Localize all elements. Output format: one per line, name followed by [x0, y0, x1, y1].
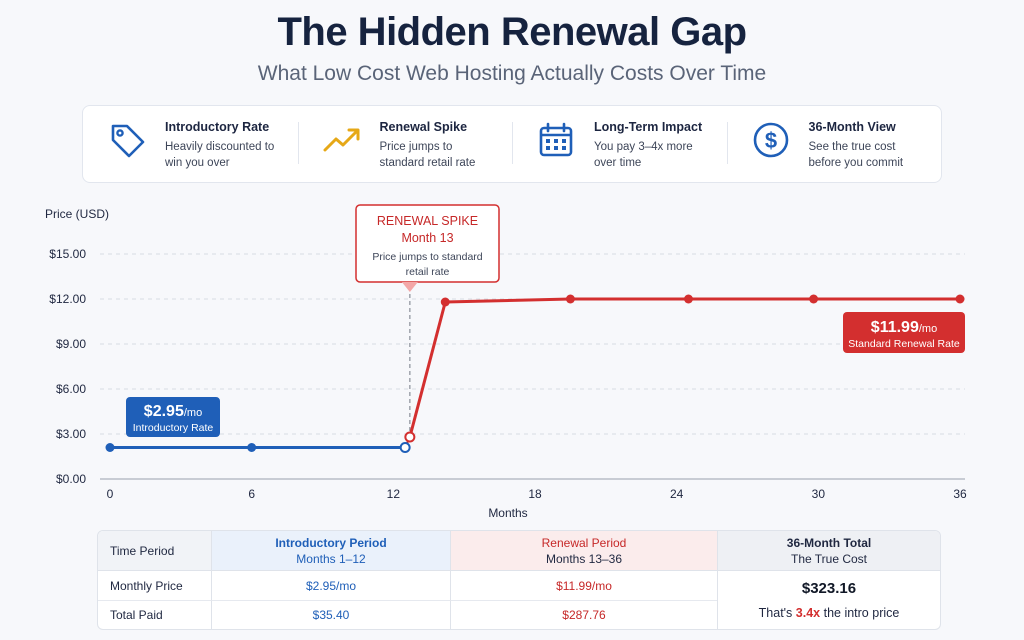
intro-period-name: Introductory Period — [275, 535, 387, 550]
intro-data-point — [105, 443, 115, 452]
renewal-data-point — [809, 294, 819, 304]
intro-monthly-price: $2.95/mo — [211, 571, 450, 601]
spike-callout-note: Price jumps to standard — [372, 251, 482, 263]
price-chart: Price (USD) $0.00 $3.00 $6.00 $9.00 $12.00 $15… — [45, 204, 967, 520]
y-tick-label: $0.00 — [56, 472, 86, 486]
renewal-price-badge — [843, 312, 965, 353]
table-header-time-period: Time Period — [98, 531, 211, 571]
intro-price-badge — [126, 397, 220, 437]
feature-desc: You pay 3–4x more over time — [594, 140, 693, 169]
total-note-pre: That's — [758, 606, 796, 620]
feature-desc: Heavily discounted to win you over — [165, 140, 275, 169]
feature-title: Introductory Rate — [165, 119, 270, 134]
renewal-period-range: Months 13–36 — [545, 551, 623, 566]
intro-data-point — [247, 443, 257, 452]
x-tick-label: 18 — [528, 487, 542, 501]
intro-price-text: $2.95/mo — [144, 403, 202, 420]
renewal-data-point — [404, 431, 416, 443]
table-header-renewal: Renewal Period Months 13–36 — [450, 531, 717, 571]
x-tick-label: 0 — [107, 487, 114, 501]
y-tick-label: $15.00 — [49, 247, 86, 261]
feature-title: Renewal Spike — [379, 119, 468, 134]
intro-price-label: Introductory Rate — [133, 422, 214, 434]
renewal-monthly-price: $11.99/mo — [450, 571, 717, 601]
y-axis-label: Price (USD) — [45, 207, 109, 221]
total-name: 36-Month Total — [786, 535, 872, 550]
total-sub: The True Cost — [790, 551, 868, 566]
x-axis-label: Months — [488, 506, 527, 520]
x-tick-label: 30 — [812, 487, 826, 501]
page-subtitle: What Low Cost Web Hosting Actually Costs… — [257, 62, 767, 85]
total-cost-value: $323.16 — [801, 580, 857, 597]
feature-desc: Price jumps to standard retail rate — [379, 140, 476, 169]
svg-text:$: $ — [764, 128, 776, 153]
feature-long-term-impact: Long-Term Impact You pay 3–4x more over … — [512, 118, 727, 171]
feature-desc: See the true cost before you commit — [808, 140, 904, 169]
x-tick-label: 6 — [248, 487, 255, 501]
renewal-period-name: Renewal Period — [541, 535, 627, 550]
total-summary: $323.16 That's 3.4x the intro price — [717, 571, 940, 629]
total-note-multiplier: 3.4x — [795, 606, 821, 620]
intro-data-point — [399, 442, 411, 453]
renewal-price-label: Standard Renewal Rate — [848, 338, 960, 350]
cost-table: Time Period Introductory Period Months 1… — [97, 530, 941, 630]
feature-strip: Introductory Rate Heavily discounted to … — [82, 105, 942, 183]
x-tick-label: 36 — [953, 487, 967, 501]
intro-price-unit: /mo — [184, 407, 202, 419]
renewal-total-paid: $287.76 — [450, 601, 717, 629]
total-note: That's 3.4x the intro price — [759, 606, 900, 620]
page-title: The Hidden Renewal Gap — [277, 10, 747, 54]
row-label-monthly: Monthly Price — [98, 571, 211, 601]
feature-renewal-spike: Renewal Spike Price jumps to standard re… — [297, 118, 513, 171]
intro-total-paid: $35.40 — [211, 601, 450, 629]
intro-period-range: Months 1–12 — [296, 551, 366, 566]
spike-callout-month: Month 13 — [401, 231, 453, 245]
price-tag-icon — [111, 124, 145, 157]
renewal-series-line — [408, 297, 960, 438]
renewal-data-point — [565, 294, 575, 304]
feature-introductory-rate: Introductory Rate Heavily discounted to … — [83, 118, 298, 171]
feature-36-month-view: $ 36-Month View See the true cost before… — [726, 118, 942, 171]
x-tick-label: 24 — [670, 487, 684, 501]
renewal-data-point — [955, 294, 965, 304]
x-tick-label: 12 — [387, 487, 401, 501]
spike-callout-note: retail rate — [406, 266, 450, 278]
trending-up-icon — [323, 128, 359, 151]
y-tick-label: $9.00 — [56, 337, 86, 351]
y-tick-label: $3.00 — [56, 427, 86, 441]
spike-callout-pointer — [401, 282, 418, 292]
table-header-intro: Introductory Period Months 1–12 — [211, 531, 450, 571]
dollar-circle-icon: $ — [753, 122, 788, 157]
y-tick-label: $6.00 — [56, 382, 86, 396]
row-label-total: Total Paid — [110, 608, 163, 622]
spike-callout-box — [355, 204, 500, 283]
renewal-price-unit: /mo — [919, 323, 937, 335]
total-note-post: the intro price — [820, 606, 900, 620]
spike-callout-title: RENEWAL SPIKE — [377, 214, 478, 228]
renewal-price-value: $11.99 — [871, 319, 919, 336]
feature-title: Long-Term Impact — [594, 119, 703, 134]
y-tick-label: $12.00 — [49, 292, 86, 306]
table-header-total: 36-Month Total The True Cost — [717, 531, 940, 571]
intro-price-value: $2.95 — [144, 403, 184, 420]
renewal-price-text: $11.99/mo — [871, 319, 937, 336]
renewal-data-point — [440, 297, 450, 307]
feature-title: 36-Month View — [808, 119, 896, 134]
renewal-data-point — [683, 294, 693, 304]
calendar-icon — [539, 122, 573, 156]
